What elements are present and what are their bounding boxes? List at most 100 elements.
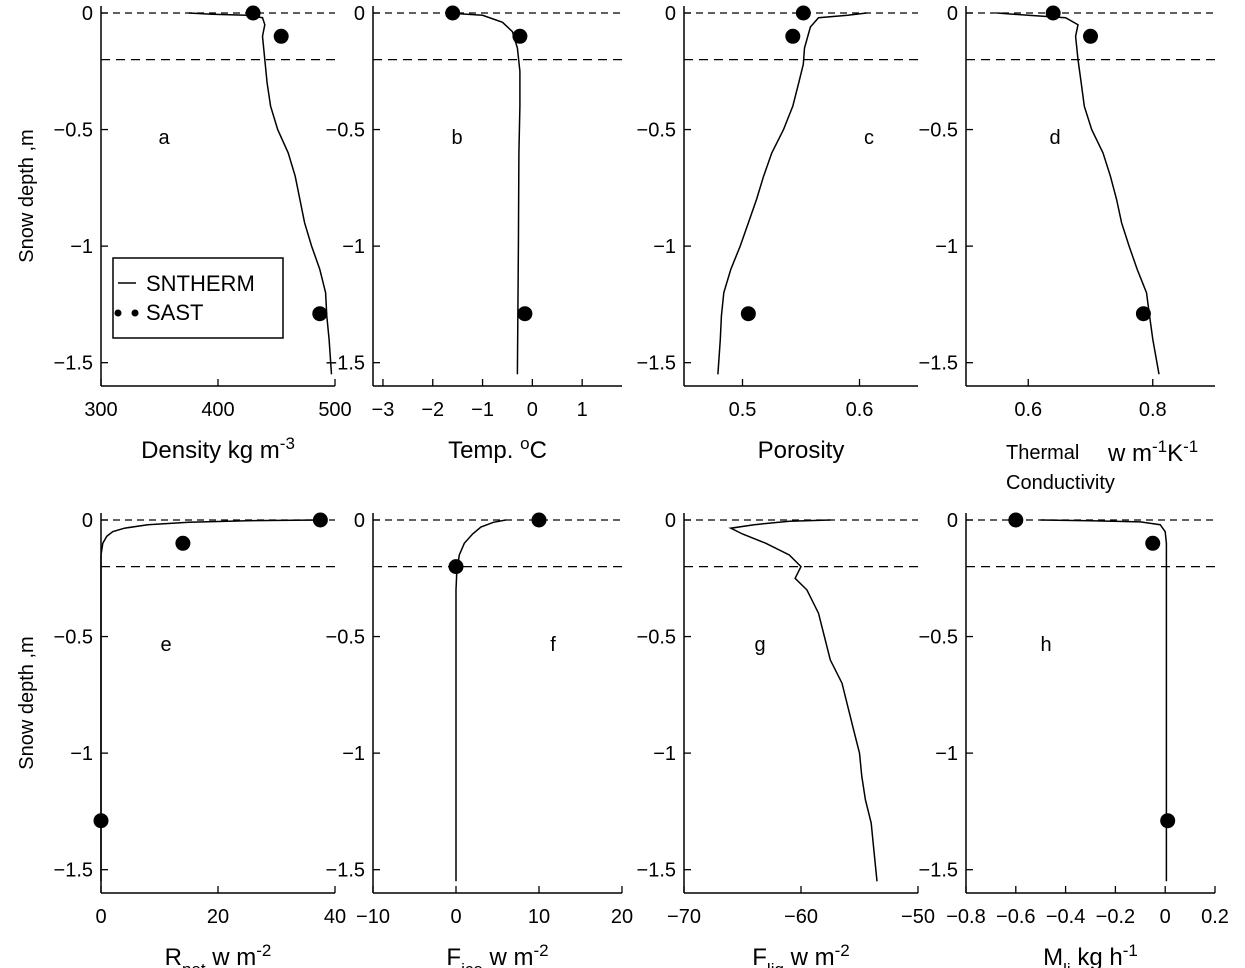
legend-dot-swatch (114, 309, 122, 317)
data-point-sast (531, 512, 547, 528)
y-tick-label: −0.5 (326, 627, 365, 649)
data-point-sast (795, 5, 811, 21)
y-tick-label: −1 (70, 236, 93, 258)
y-tick-label: −0.5 (919, 627, 958, 649)
y-tick-label: 0 (82, 3, 93, 25)
x-axis-label-line: Thermal (1006, 442, 1079, 464)
x-tick-label: 0 (95, 906, 106, 928)
data-point-sast (273, 28, 289, 44)
legend-label-sast: SAST (146, 300, 203, 325)
x-axis-label: Fice w m-2 (446, 941, 548, 968)
data-point-sast (312, 306, 328, 322)
xlabel-part: li (1063, 960, 1071, 968)
y-tick-label: 0 (947, 510, 958, 532)
x-axis-label-units: w m-1K-1 (1107, 437, 1198, 468)
data-point-sast (448, 559, 464, 575)
panel-letter: h (1040, 634, 1051, 656)
panel-letter: c (864, 127, 874, 149)
data-point-sast (312, 512, 328, 528)
data-point-sast (785, 28, 801, 44)
x-tick-label: −50 (901, 906, 935, 928)
xlabel-part: -2 (835, 941, 850, 960)
y-tick-label: −0.5 (326, 120, 365, 142)
data-point-sast (1083, 28, 1098, 44)
x-tick-label: 300 (84, 399, 117, 421)
x-tick-label: 10 (528, 906, 550, 928)
y-tick-label: −1 (653, 743, 676, 765)
y-tick-label: 0 (665, 3, 676, 25)
panel-f: 0 −0.5 −1 −1.5 −10 0 10 20 f Fice w m-2 (326, 510, 634, 968)
data-point-sast (1145, 535, 1161, 551)
xlabel-part: kg h (1071, 944, 1123, 968)
x-axis-label: Fliq w m-2 (752, 941, 849, 968)
data-point-sast (1135, 306, 1151, 322)
x-tick-label: 0 (450, 906, 461, 928)
xlabel-part: Temp. (448, 437, 520, 464)
data-point-sast (93, 813, 109, 829)
y-tick-label: −0.5 (637, 627, 676, 649)
series-line-sntherm (997, 12, 1160, 375)
data-point-sast (1008, 512, 1024, 528)
xlabel-part: F (446, 944, 461, 968)
series-line-sntherm (1040, 519, 1168, 882)
xlabel-part: Porosity (758, 437, 845, 464)
data-point-sast (445, 5, 461, 21)
xlabel-part: M (1043, 944, 1063, 968)
xlabel-part: F (752, 944, 767, 968)
y-tick-label: 0 (354, 3, 365, 25)
xlabel-part: R (165, 944, 182, 968)
x-axis-label: Density kg m-3 (141, 434, 295, 465)
y-tick-label: −1.5 (919, 353, 958, 375)
series-line-sntherm (717, 12, 867, 375)
y-tick-label: −1 (935, 236, 958, 258)
x-tick-label: 400 (201, 399, 234, 421)
legend-dot-swatch (131, 309, 139, 317)
y-tick-label: −1.5 (326, 860, 365, 882)
x-axis-label: Mli kg h-1 (1043, 941, 1138, 968)
y-tick-label: −1 (935, 743, 958, 765)
y-tick-label: −1.5 (54, 860, 93, 882)
xlabel-part: -2 (256, 941, 271, 960)
panel-h: 0 −0.5 −1 −1.5 −0.8 −0.6 −0.4 −0.2 0 0.2 h Mli kg h… (919, 510, 1229, 968)
x-tick-label: −60 (784, 906, 818, 928)
xlabel-part: w m (1107, 440, 1152, 467)
panel-e: 0 −0.5 −1 −1.5 0 20 40 e Rnet w m-2 Snow depth ,m (16, 510, 346, 968)
x-tick-label: −70 (667, 906, 701, 928)
data-point-sast (740, 306, 756, 322)
xlabel-part: liq (767, 960, 784, 968)
x-tick-label: 20 (207, 906, 229, 928)
data-point-sast (1045, 5, 1061, 21)
y-tick-label: −0.5 (54, 120, 93, 142)
x-tick-label: 0 (1160, 906, 1171, 928)
xlabel-part: w m (206, 944, 257, 968)
x-tick-label: 1 (577, 399, 588, 421)
panel-letter: b (451, 127, 462, 149)
x-tick-label: 0.8 (1139, 399, 1167, 421)
x-axis-label: Temp. oC (448, 434, 547, 465)
xlabel-part: w m (784, 944, 835, 968)
x-axis-label: Rnet w m-2 (165, 941, 272, 968)
xlabel-part: ice (461, 960, 483, 968)
y-tick-label: −1 (653, 236, 676, 258)
panel-g: 0 −0.5 −1 −1.5 −70 −60 −50 g Fliq w m-2 (637, 510, 935, 968)
y-tick-label: 0 (354, 510, 365, 532)
y-axis-label: Snow depth ,m (16, 636, 38, 769)
data-point-sast (512, 28, 528, 44)
legend-box (112, 257, 284, 339)
x-tick-label: 500 (318, 399, 351, 421)
x-tick-label: 0.5 (729, 399, 757, 421)
x-tick-label: 0.2 (1201, 906, 1229, 928)
x-tick-label: −0.6 (996, 906, 1035, 928)
y-tick-label: −1 (342, 743, 365, 765)
xlabel-part: K (1167, 440, 1183, 467)
xlabel-part: -1 (1123, 941, 1138, 960)
x-tick-label: −0.2 (1096, 906, 1135, 928)
y-tick-label: 0 (947, 3, 958, 25)
x-axis-label-line: Conductivity (1006, 472, 1115, 494)
panel-d: 0 −0.5 −1 −1.5 0.6 0.8 d Thermal Conductivity w m… (919, 3, 1215, 494)
xlabel-part: C (530, 437, 547, 464)
xlabel-part: -1 (1183, 437, 1198, 456)
data-point-sast (517, 306, 533, 322)
y-tick-label: −1 (70, 743, 93, 765)
x-tick-label: −2 (421, 399, 444, 421)
